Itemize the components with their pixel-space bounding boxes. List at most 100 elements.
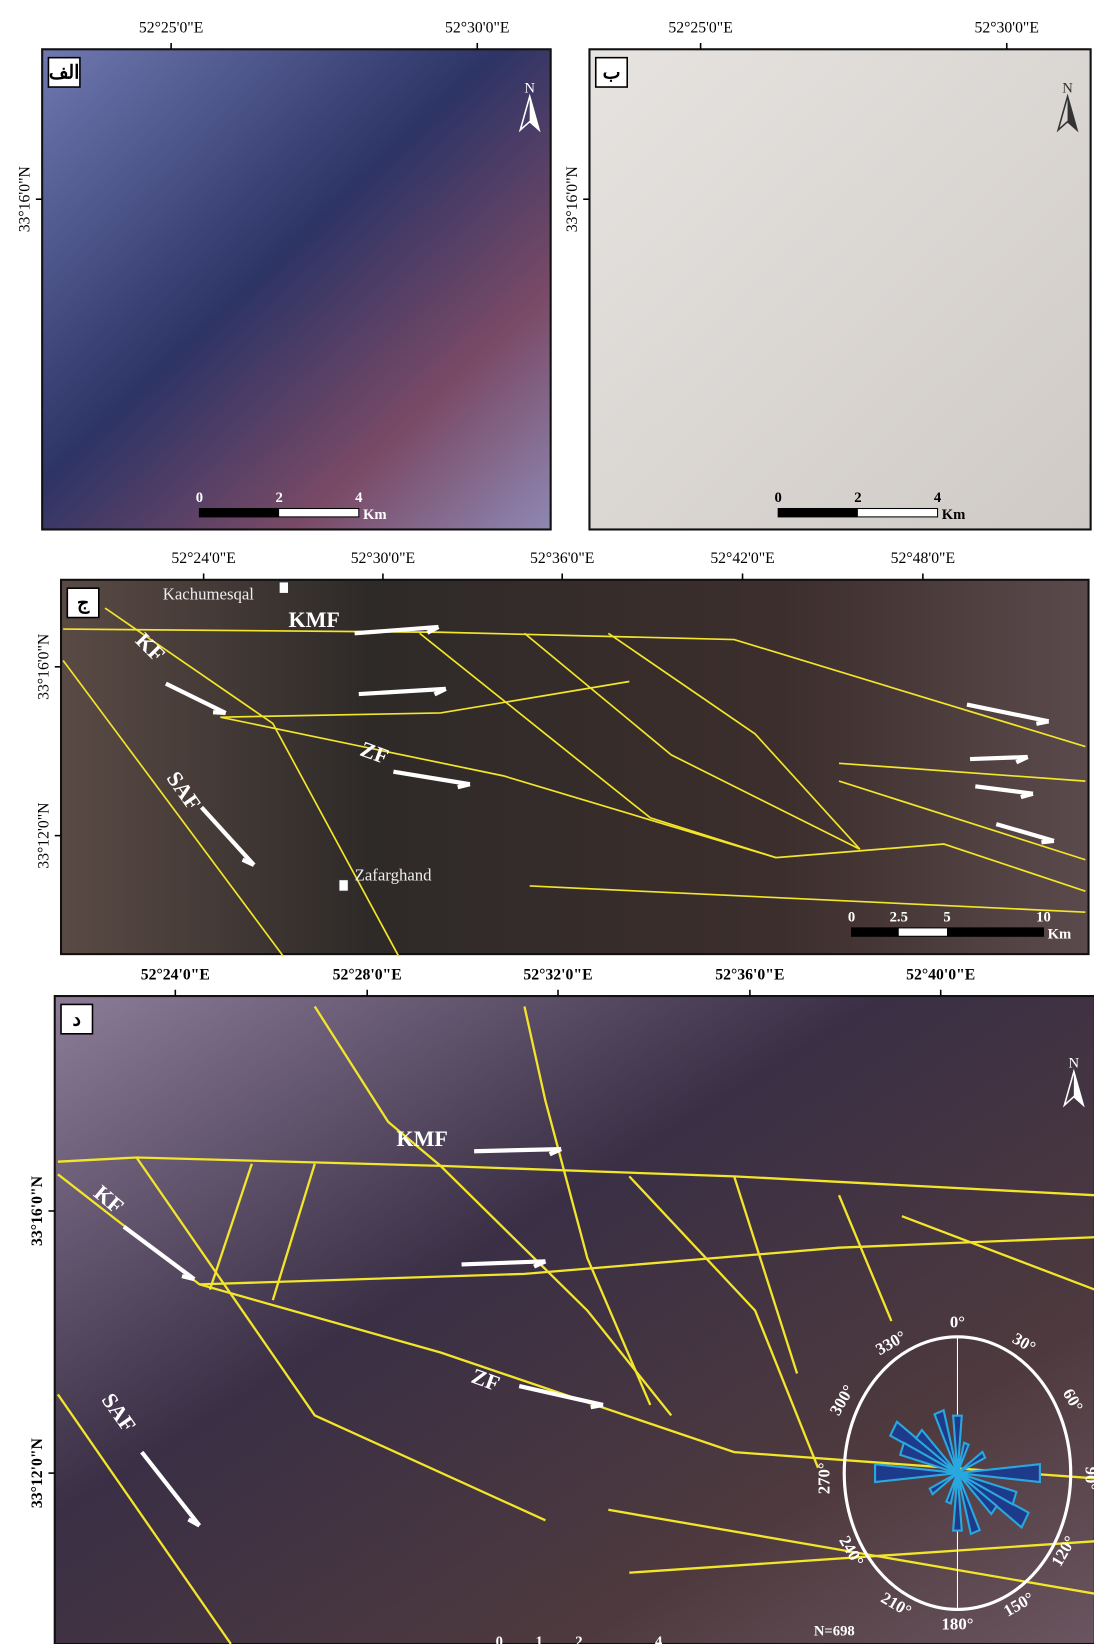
- fault-line: [220, 680, 630, 718]
- lat-label: 33°12'0"N: [29, 1437, 46, 1508]
- arrow-head: [212, 710, 226, 716]
- lat-label: 33°12'0"N: [35, 803, 52, 869]
- rose-petal: [914, 1428, 959, 1474]
- lon-label: 52°48'0"E: [891, 550, 955, 567]
- fault-line: [901, 1215, 1094, 1291]
- motion-arrow: [354, 624, 439, 636]
- fault-line: [608, 1508, 1094, 1595]
- north-label: N: [1062, 80, 1073, 96]
- scale-label: 10: [1036, 910, 1051, 926]
- scale-unit: Km: [1048, 926, 1072, 942]
- north-label: N: [1069, 1055, 1080, 1071]
- rose-petal: [956, 1472, 999, 1516]
- scale-bar-segment: [778, 508, 858, 517]
- lon-label: 52°42'0"E: [710, 550, 774, 567]
- fault-line: [733, 1176, 799, 1374]
- fault-line: [628, 1175, 820, 1469]
- motion-arrow: [122, 1225, 196, 1281]
- rose-petal: [928, 1472, 959, 1496]
- motion-arrow: [164, 681, 227, 715]
- fault-line: [607, 632, 861, 850]
- arrow-head: [241, 857, 255, 867]
- fault-line: [62, 660, 284, 957]
- motion-arrow: [461, 1259, 546, 1267]
- motion-arrow: [966, 702, 1050, 724]
- arrow-head: [433, 686, 447, 697]
- lat-label: 33°16'0"N: [35, 634, 52, 700]
- lon-label: 52°36'0"E: [530, 550, 594, 567]
- place-marker: [278, 581, 290, 594]
- fault-line: [838, 780, 1086, 861]
- fault-line: [135, 1156, 546, 1522]
- fault-line: [837, 1194, 893, 1322]
- arrow-head: [1035, 719, 1050, 726]
- lon-label: 52°25'0"E: [668, 20, 732, 37]
- scale-unit: Km: [363, 507, 387, 523]
- scale-bar-segment: [946, 927, 1044, 937]
- image-panel: [41, 48, 552, 531]
- panel-label: الف: [49, 63, 80, 84]
- rose-petal: [956, 1472, 982, 1536]
- scale-label: 2: [854, 490, 861, 506]
- place-marker: [338, 879, 349, 892]
- scale-label: 4: [934, 490, 942, 506]
- scale-label: 0: [196, 490, 203, 506]
- north-arrow-half: [529, 96, 540, 131]
- fault-line: [439, 1165, 673, 1417]
- scale-label: 2.5: [890, 910, 908, 926]
- fault-line: [63, 628, 1086, 748]
- motion-arrow: [975, 784, 1034, 796]
- fault-line: [838, 762, 1086, 782]
- arrow-head: [426, 625, 440, 635]
- rose-petal: [898, 1441, 958, 1475]
- panel-label: ج: [77, 593, 90, 614]
- scale-label: 4: [655, 1634, 663, 1644]
- motion-arrow: [969, 754, 1028, 762]
- lon-label: 52°30'0"E: [975, 20, 1039, 37]
- place-label: Kachumesqal: [163, 585, 255, 604]
- fault-line: [271, 1163, 316, 1301]
- motion-arrow: [474, 1147, 562, 1154]
- arrow-head: [1041, 838, 1055, 845]
- rose-petal: [952, 1473, 963, 1532]
- scale-label: 0: [775, 490, 782, 506]
- lon-label: 52°24'0"E: [141, 966, 210, 983]
- lon-label: 52°32'0"E: [523, 966, 592, 983]
- scale-label: 4: [355, 490, 363, 506]
- scale-label: 0: [496, 1634, 503, 1644]
- scale-label: 0: [848, 910, 855, 926]
- arrow-head: [1020, 791, 1034, 800]
- rose-petal: [945, 1472, 959, 1505]
- scale-bar-segment: [199, 508, 280, 517]
- arrow-head: [590, 1402, 604, 1410]
- rose-angle-label: 180°: [942, 1614, 974, 1633]
- lon-label: 52°40'0"E: [906, 966, 975, 983]
- panel-label: ب: [603, 63, 621, 84]
- arrow-head: [1015, 755, 1029, 765]
- lat-label: 33°16'0"N: [564, 166, 581, 232]
- fault-label: KMF: [397, 1126, 448, 1151]
- fault-line: [629, 1540, 1094, 1574]
- lon-label: 52°30'0"E: [351, 550, 415, 567]
- fault-line: [208, 1163, 253, 1290]
- fault-label: KMF: [289, 607, 340, 632]
- rose-petal: [874, 1462, 958, 1484]
- lat-label: 33°16'0"N: [17, 166, 34, 232]
- fault-line: [104, 607, 400, 957]
- motion-arrow: [199, 805, 256, 867]
- rose-petal: [956, 1450, 987, 1475]
- panel-label-box: [66, 587, 100, 619]
- rose-petal: [933, 1408, 959, 1474]
- place-label: Zafarghand: [355, 866, 433, 885]
- rose-count: N=698: [814, 1624, 855, 1640]
- fault-line: [529, 885, 1086, 914]
- panel-label-box: [60, 1003, 94, 1035]
- fault-line: [419, 632, 777, 859]
- arrow-head: [548, 1147, 563, 1157]
- rose-angle-label: 270°: [815, 1462, 834, 1494]
- rose-angle-label: 0°: [950, 1312, 965, 1331]
- fault-line: [199, 1236, 1094, 1286]
- scale-label: 1: [535, 1634, 542, 1644]
- motion-arrow: [518, 1384, 604, 1407]
